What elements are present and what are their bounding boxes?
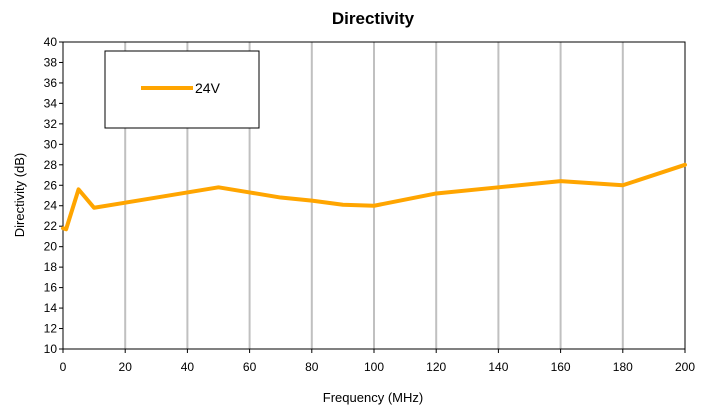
x-tick-label: 60 [243,360,257,374]
y-axis-label: Directivity (dB) [12,153,27,238]
y-tick-label: 30 [44,137,58,151]
x-tick-label: 200 [675,360,695,374]
ticks-layer: 0 20 40 60 80 100 120 140 160 180 200 10 12 14 16 18 20 2… [44,35,696,374]
x-tick-label: 40 [181,360,195,374]
y-tick-label: 26 [44,178,58,192]
y-tick-label: 12 [44,322,58,336]
y-tick-label: 22 [44,219,58,233]
x-tick-label: 100 [364,360,384,374]
legend: 24V [104,50,260,129]
y-tick-label: 10 [44,342,58,356]
y-tick-label: 18 [44,260,58,274]
series-layer [61,162,687,232]
x-tick-label: 160 [551,360,571,374]
y-tick-label: 14 [44,301,58,315]
x-tick-label: 180 [613,360,633,374]
y-tick-label: 38 [44,55,58,69]
x-tick-label: 20 [119,360,133,374]
y-tick-label: 40 [44,35,58,49]
y-tick-label: 28 [44,158,58,172]
x-tick-label: 0 [60,360,67,374]
x-tick-label: 120 [426,360,446,374]
x-tick-label: 140 [488,360,508,374]
y-tick-label: 36 [44,76,58,90]
y-tick-label: 34 [44,96,58,110]
y-tick-label: 32 [44,117,58,131]
y-tick-label: 20 [44,240,58,254]
x-axis-label: Frequency (MHz) [323,390,423,405]
chart-title: Directivity [332,9,415,28]
y-tick-label: 16 [44,281,58,295]
y-tick-label: 24 [44,199,58,213]
legend-label-24v: 24V [195,80,221,96]
series-line-24v [61,162,687,232]
x-tick-label: 80 [305,360,319,374]
